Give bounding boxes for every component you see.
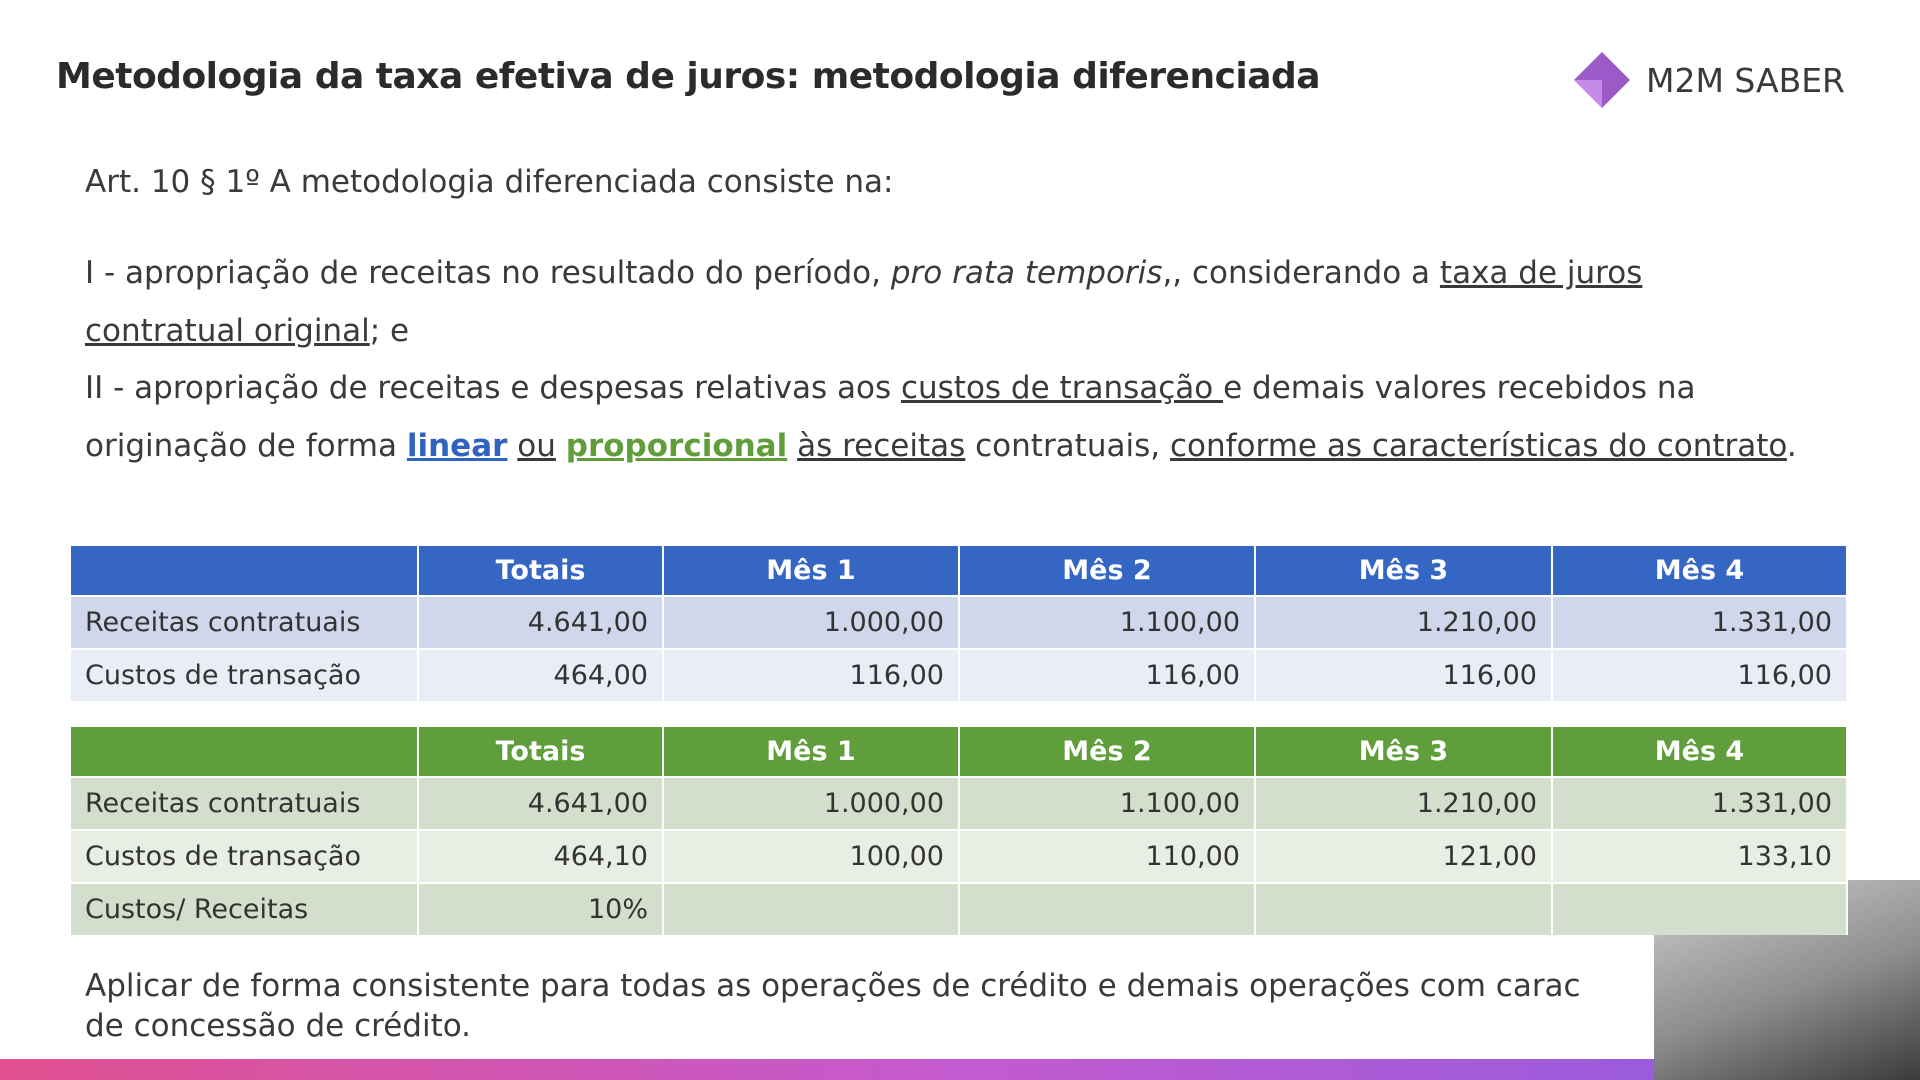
- header-cell: Mês 3: [1256, 546, 1553, 595]
- text: II - apropriação de receitas e despesas …: [85, 370, 901, 406]
- table-cell: 100,00: [664, 831, 960, 882]
- header-cell: Totais: [419, 727, 664, 776]
- table-cell: 4.641,00: [419, 597, 664, 648]
- table-row: Receitas contratuais 4.641,00 1.000,00 1.10…: [71, 776, 1848, 829]
- logo-text: M2M SABER: [1646, 60, 1845, 100]
- text: .: [1786, 427, 1797, 464]
- header-cell: [71, 727, 419, 776]
- text: linear: [406, 427, 508, 464]
- text: às receitas: [797, 427, 966, 464]
- table-cell: [1256, 884, 1553, 935]
- table-cell: 1.000,00: [664, 778, 960, 829]
- header-cell: Mês 3: [1256, 727, 1553, 776]
- table-cell: 110,00: [960, 831, 1256, 882]
- table-cell: 4.641,00: [419, 778, 664, 829]
- table-row: Custos de transação 464,10 100,00 110,00 121…: [71, 829, 1848, 882]
- table-cell: 1.331,00: [1553, 597, 1848, 648]
- table-cell: 464,10: [419, 831, 664, 882]
- table-cell: Custos de transação: [71, 650, 419, 701]
- item-2: II - apropriação de receitas e despesas …: [85, 360, 1805, 475]
- header-cell: Mês 1: [664, 727, 960, 776]
- table-cell: 1.210,00: [1256, 778, 1553, 829]
- text: pro rata temporis: [890, 255, 1163, 291]
- table-cell: Custos de transação: [71, 831, 419, 882]
- text: I - apropriação de receitas no resultado…: [85, 255, 891, 291]
- table-cell: 1.100,00: [960, 778, 1256, 829]
- table-cell: 116,00: [1256, 650, 1553, 701]
- table-cell: 116,00: [664, 650, 960, 701]
- table-row: Receitas contratuais 4.641,00 1.000,00 1.10…: [71, 595, 1848, 648]
- item-1: I - apropriação de receitas no resultado…: [85, 245, 1805, 360]
- logo-icon: [1574, 52, 1630, 108]
- header-cell: Mês 2: [960, 727, 1256, 776]
- header-cell: Mês 4: [1553, 727, 1848, 776]
- header-row: Totais Mês 1 Mês 2 Mês 3 Mês 4: [71, 727, 1848, 776]
- table: Totais Mês 1 Mês 2 Mês 3 Mês 4 Receitas contr…: [71, 546, 1848, 701]
- table-cell: Receitas contratuais: [71, 597, 419, 648]
- text: conforme as características do contrato: [1169, 427, 1787, 464]
- table-cell: 1.331,00: [1553, 778, 1848, 829]
- header-cell: Mês 4: [1553, 546, 1848, 595]
- table-cell: [960, 884, 1256, 935]
- footer-text: Aplicar de forma consistente para todas …: [85, 966, 1581, 1046]
- table-cell: [664, 884, 960, 935]
- table-row: Custos de transação 464,00 116,00 116,00 116…: [71, 648, 1848, 701]
- table-cell: 10%: [419, 884, 664, 935]
- table-row: Custos/ Receitas 10%: [71, 882, 1848, 935]
- header-cell: [71, 546, 419, 595]
- text: contratuais,: [975, 427, 1161, 464]
- table-cell: [1553, 884, 1848, 935]
- text: de concessão de crédito.: [85, 1008, 472, 1044]
- bottom-bar: [0, 1059, 1920, 1080]
- text: ,, considerando a: [1162, 255, 1440, 291]
- table-cell: 1.100,00: [960, 597, 1256, 648]
- table-cell: Receitas contratuais: [71, 778, 419, 829]
- intro: Art. 10 § 1º A metodologia diferenciada …: [85, 164, 894, 200]
- table-cell: 116,00: [960, 650, 1256, 701]
- text: taxa de juros contratual original: [85, 255, 1643, 349]
- text: ou: [517, 427, 556, 464]
- header-cell: Mês 1: [664, 546, 960, 595]
- text: Aplicar de forma consistente para todas …: [85, 968, 1581, 1004]
- table-cell: Custos/ Receitas: [71, 884, 419, 935]
- text: proporcional: [565, 427, 788, 464]
- table-cell: 121,00: [1256, 831, 1553, 882]
- slide-title: Metodologia da taxa efetiva de juros: me…: [56, 56, 1321, 97]
- table-cell: 133,10: [1553, 831, 1848, 882]
- table-cell: 464,00: [419, 650, 664, 701]
- header-row: Totais Mês 1 Mês 2 Mês 3 Mês 4: [71, 546, 1848, 595]
- header-cell: Totais: [419, 546, 664, 595]
- table-cell: 1.210,00: [1256, 597, 1553, 648]
- text: ; e: [369, 312, 410, 349]
- header-cell: Mês 2: [960, 546, 1256, 595]
- table: Totais Mês 1 Mês 2 Mês 3 Mês 4 Receitas contr…: [71, 727, 1848, 935]
- text: custos de transação: [900, 370, 1224, 406]
- table-cell: 1.000,00: [664, 597, 960, 648]
- table-cell: 116,00: [1553, 650, 1848, 701]
- logo: M2M SABER: [1572, 50, 1845, 110]
- text: e demais valores recebidos na originação…: [85, 370, 1696, 464]
